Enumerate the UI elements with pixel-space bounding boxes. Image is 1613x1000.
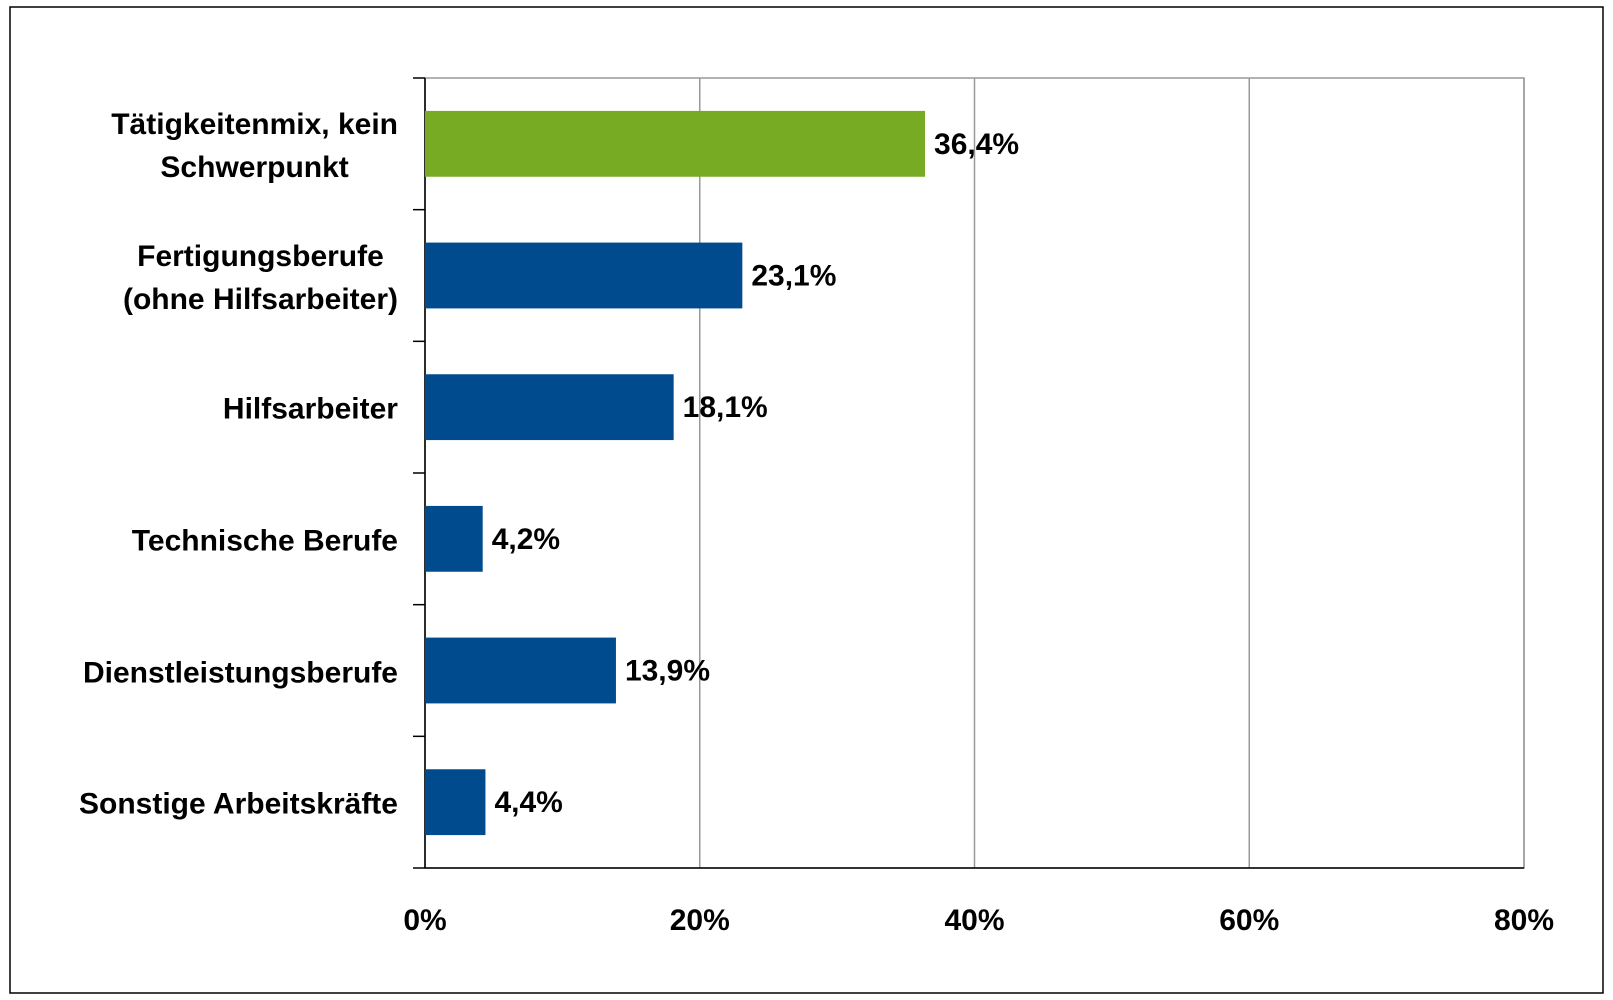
data-label: 4,4%	[494, 786, 562, 819]
y-tick-label: Tätigkeitenmix, kein Schwerpunkt	[111, 107, 398, 184]
bar	[425, 242, 743, 309]
y-tick-label: Dienstleistungsberufe	[82, 656, 398, 689]
x-tick-label: 40%	[944, 904, 1004, 937]
y-tick-label: Technische Berufe	[131, 524, 398, 558]
data-label: 4,2%	[492, 523, 560, 556]
data-label: 18,1%	[683, 391, 768, 424]
bar	[425, 110, 926, 177]
bar	[425, 505, 483, 572]
bar	[425, 637, 616, 704]
y-tick-label: Fertigungsberufe (ohne Hilfsarbeiter)	[122, 239, 398, 316]
bar	[425, 374, 674, 441]
x-tick-label: 0%	[403, 904, 446, 937]
bar	[425, 769, 486, 836]
y-tick-label: Hilfsarbeiter	[222, 392, 398, 426]
x-tick-label: 60%	[1219, 904, 1279, 937]
data-label: 23,1%	[751, 259, 836, 292]
data-label: 13,9%	[625, 654, 710, 687]
chart-frame	[9, 6, 1604, 994]
x-tick-label: 20%	[670, 904, 730, 937]
x-tick-label: 80%	[1494, 904, 1554, 937]
data-label: 36,4%	[934, 128, 1019, 161]
y-tick-label: Sonstige Arbeitskräfte	[79, 787, 398, 821]
